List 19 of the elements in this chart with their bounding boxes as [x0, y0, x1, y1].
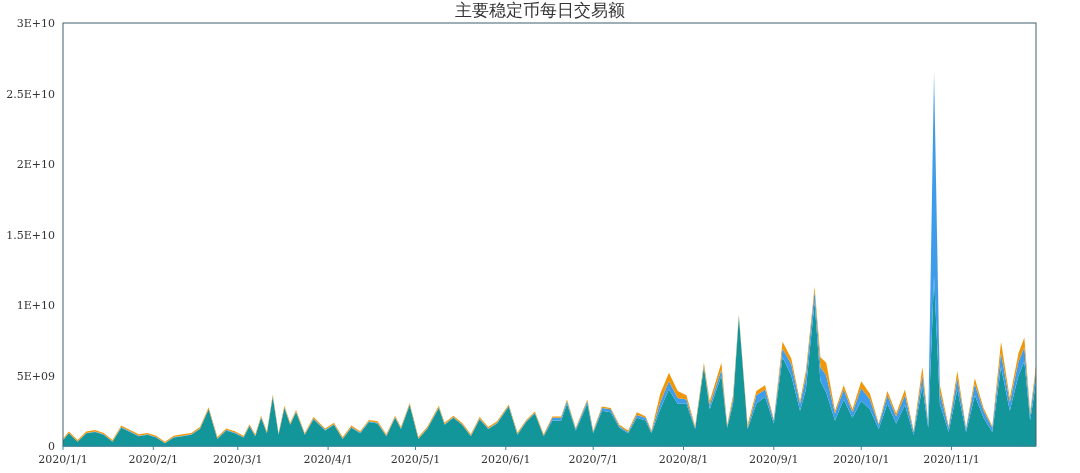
y-tick-label: 5E+09	[16, 369, 55, 383]
x-tick-label: 2020/8/1	[658, 453, 709, 466]
x-tick-label: 2020/5/1	[390, 453, 441, 466]
x-tick-label: 2020/7/1	[568, 453, 618, 466]
y-tick-label: 1E+10	[16, 299, 55, 312]
x-tick-label: 2020/11/1	[923, 453, 980, 466]
y-tick-label: 2.5E+10	[6, 87, 55, 101]
x-tick-label: 2020/6/1	[481, 453, 531, 466]
y-tick-label: 3E+10	[16, 17, 55, 30]
x-tick-label: 2020/9/1	[749, 453, 799, 466]
y-tick-label: 2E+10	[16, 158, 55, 171]
x-tick-label: 2020/4/1	[303, 453, 353, 466]
x-tick-label: 2020/10/1	[833, 453, 890, 466]
y-tick-label: 0	[48, 440, 55, 453]
y-tick-label: 1.5E+10	[6, 228, 55, 242]
x-tick-label: 2020/3/1	[213, 453, 263, 466]
x-tick-label: 2020/2/1	[128, 453, 179, 466]
title: 主要稳定币每日交易额	[455, 0, 625, 20]
x-tick-label: 2020/1/1	[38, 453, 88, 466]
